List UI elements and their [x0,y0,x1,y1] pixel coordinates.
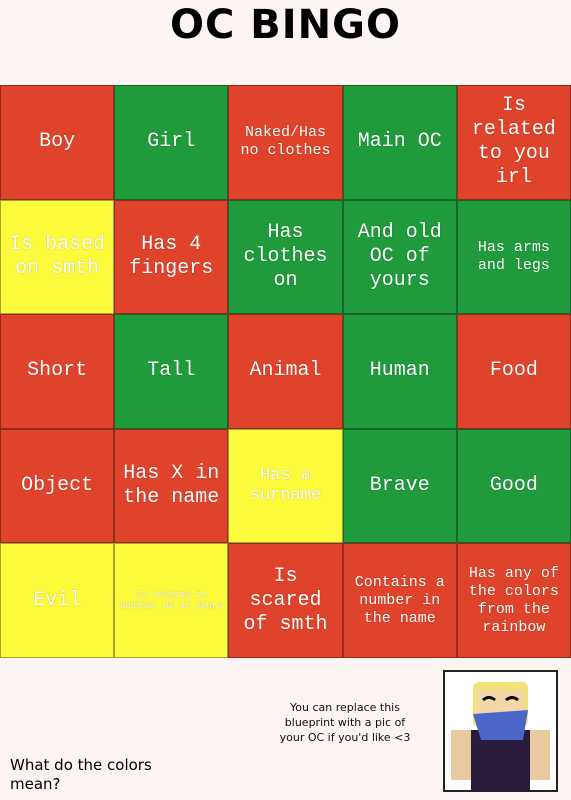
bingo-cell[interactable]: Has any of the colors from the rainbow [456,543,571,658]
bingo-cell[interactable]: Has 4 fingers [114,199,229,315]
bingo-cell[interactable]: Is based on smth [0,199,115,315]
bingo-cell[interactable]: Is related to you irl [456,85,571,200]
bingo-cell[interactable]: Contains a number in the name [342,543,457,658]
question: What do the colors mean? [10,756,152,793]
bingo-cell[interactable]: Main OC [342,85,457,200]
bingo-cell[interactable]: Is scared of smth [228,543,343,658]
bingo-cell[interactable]: Has clothes on [228,199,343,315]
bingo-cell[interactable]: Short [0,314,115,429]
bingo-cell[interactable]: Has arms and legs [456,199,571,315]
oc-picture [443,670,558,792]
bingo-cell[interactable]: Boy [0,85,115,200]
bingo-cell[interactable]: Evil [0,543,115,658]
bingo-cell[interactable]: Has X in the name [114,428,229,544]
bingo-cell[interactable]: Is related to another OC of yours [114,543,229,658]
bingo-cell[interactable]: Object [0,428,115,544]
bingo-cell[interactable]: Food [456,314,571,429]
bingo-cell[interactable]: Has a surname [228,428,343,544]
bingo-cell[interactable]: Brave [342,428,457,544]
bingo-cell[interactable]: Good [456,428,571,544]
title: OC BINGO [170,2,401,48]
note: You can replace this blueprint with a pi… [279,701,411,744]
bingo-cell[interactable]: Human [342,314,457,429]
bingo-grid: Boy Girl Naked/Has no clothes Main OC Is rel… [0,85,571,658]
bingo-cell[interactable]: Animal [228,314,343,429]
bingo-cell[interactable]: And old OC of yours [342,199,457,315]
bingo-cell[interactable]: Naked/Has no clothes [228,85,343,200]
bingo-cell[interactable]: Girl [114,85,229,200]
bingo-cell[interactable]: Tall [114,314,229,429]
